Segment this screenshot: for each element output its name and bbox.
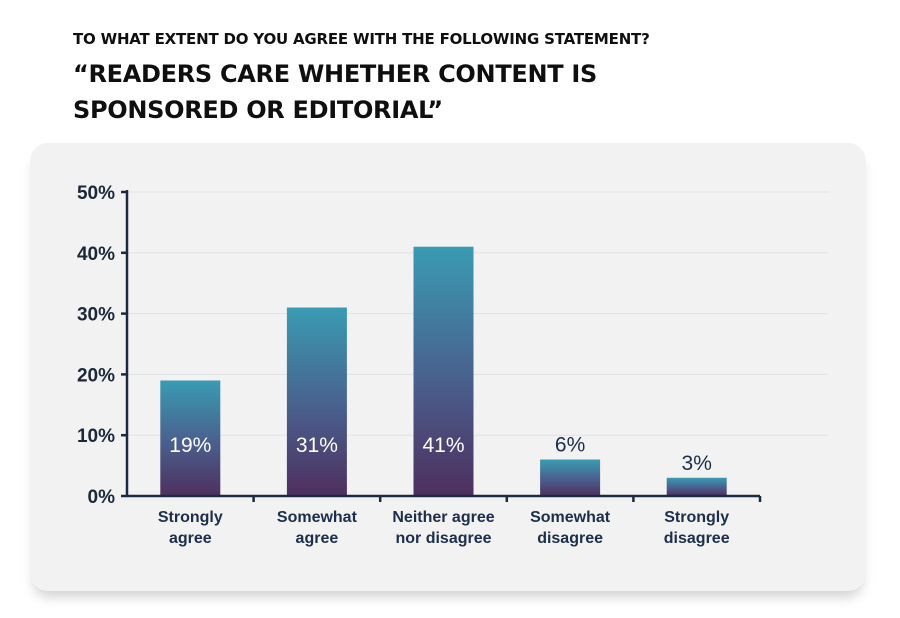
x-tick-label: Neither agree — [392, 509, 494, 526]
data-label: 19% — [169, 434, 211, 457]
x-tick-label: disagree — [664, 530, 730, 547]
x-tick-label: Strongly — [664, 509, 729, 526]
y-tick-label: 10% — [77, 426, 115, 447]
axes — [121, 190, 762, 502]
bar — [160, 380, 221, 496]
data-label: 6% — [555, 434, 585, 457]
y-tick-label: 30% — [77, 305, 115, 326]
data-label: 41% — [422, 434, 464, 457]
x-tick-label: Strongly — [158, 509, 223, 526]
bars — [160, 246, 727, 496]
bar — [413, 246, 474, 496]
x-tick-label: nor disagree — [395, 530, 491, 547]
data-label: 31% — [296, 434, 338, 457]
chart-subtitle: To what extent do you agree with the fol… — [73, 30, 650, 48]
y-tick-label: 0% — [88, 487, 116, 508]
data-label: 3% — [682, 452, 712, 475]
gridlines — [127, 191, 828, 436]
x-tick-label: agree — [296, 530, 339, 547]
bar — [540, 459, 601, 496]
bar — [666, 477, 727, 496]
x-tick-label: disagree — [537, 530, 603, 547]
x-tick-label: Somewhat — [530, 509, 611, 526]
x-tick-label: Somewhat — [277, 509, 358, 526]
y-tick-label: 40% — [77, 244, 115, 265]
y-tick-label: 50% — [77, 183, 115, 204]
labels: 0% 10% 20% 30% 40% 50% 19% Strongly agree 31% Some… — [77, 183, 730, 547]
x-tick-label: agree — [169, 530, 212, 547]
y-tick-label: 20% — [77, 365, 115, 386]
bar — [286, 307, 347, 496]
chart-title: “Readers care whether content is sponsor… — [73, 60, 598, 124]
